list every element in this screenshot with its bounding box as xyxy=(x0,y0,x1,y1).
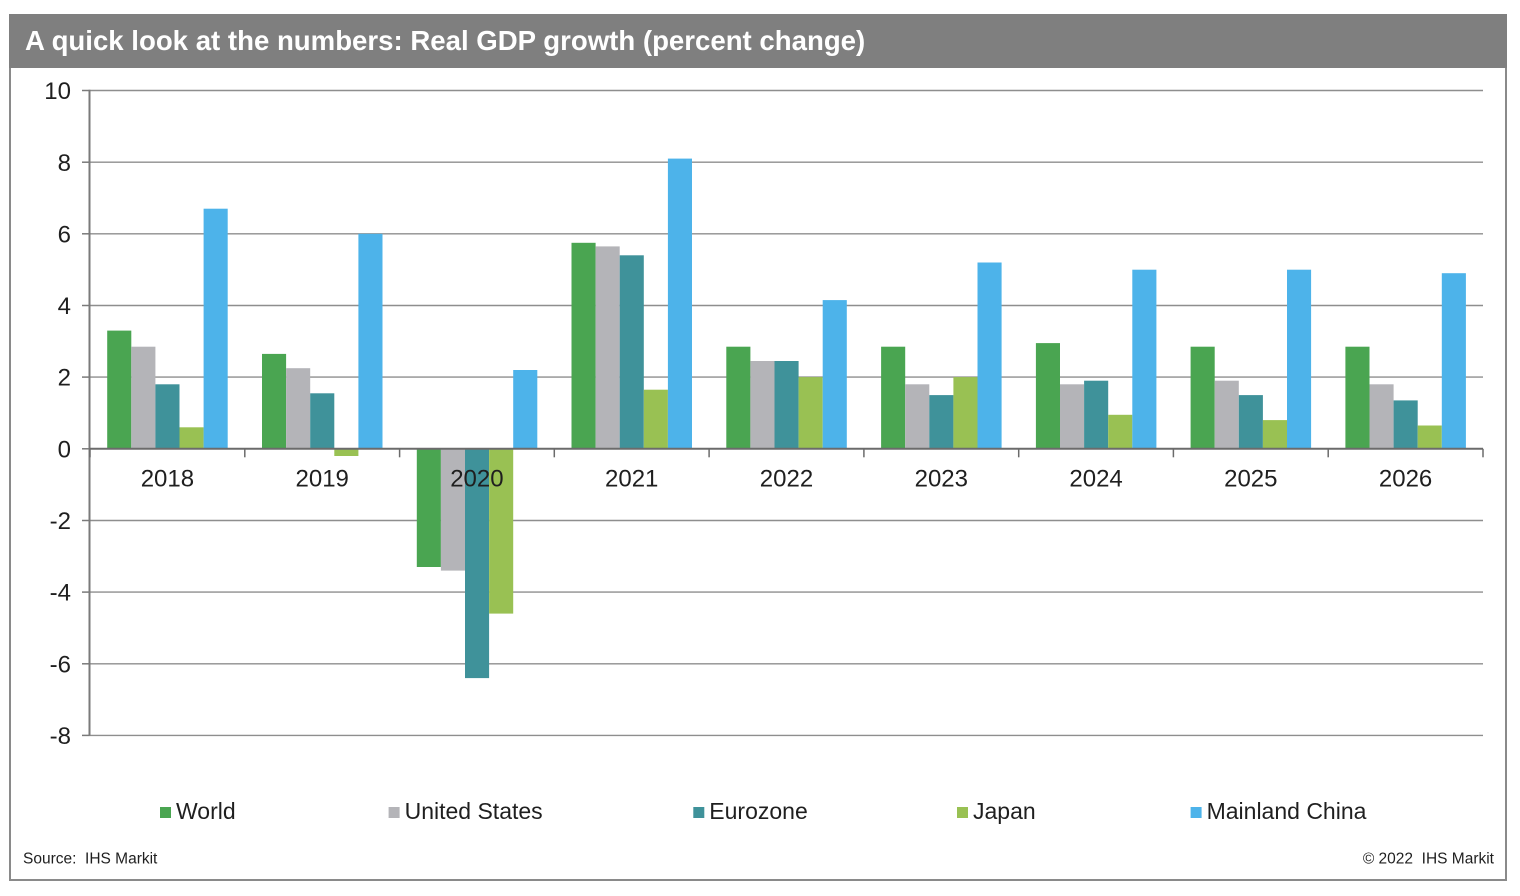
svg-text:-2: -2 xyxy=(50,508,71,535)
svg-text:8: 8 xyxy=(58,150,71,177)
svg-text:2023: 2023 xyxy=(915,466,968,493)
svg-text:Eurozone: Eurozone xyxy=(709,798,807,824)
svg-text:6: 6 xyxy=(58,221,71,248)
svg-text:United States: United States xyxy=(405,798,543,824)
svg-text:2026: 2026 xyxy=(1379,466,1432,493)
svg-text:World: World xyxy=(176,798,236,824)
svg-text:4: 4 xyxy=(58,293,71,320)
svg-text:2025: 2025 xyxy=(1224,466,1277,493)
svg-text:2024: 2024 xyxy=(1069,466,1122,493)
svg-text:Mainland China: Mainland China xyxy=(1207,798,1367,824)
svg-text:A quick look at the numbers: R: A quick look at the numbers: Real GDP gr… xyxy=(25,25,865,56)
svg-text:Source: IHS Markit: Source: IHS Markit xyxy=(23,851,158,868)
svg-text:-8: -8 xyxy=(50,723,71,750)
svg-text:2022: 2022 xyxy=(760,466,813,493)
svg-text:10: 10 xyxy=(44,78,71,105)
svg-text:2: 2 xyxy=(58,365,71,392)
svg-text:© 2022 IHS Markit: © 2022 IHS Markit xyxy=(1363,850,1495,867)
svg-text:2021: 2021 xyxy=(605,466,658,493)
svg-text:Japan: Japan xyxy=(973,798,1036,824)
svg-text:-4: -4 xyxy=(50,580,71,607)
svg-text:2019: 2019 xyxy=(296,466,349,493)
svg-text:2018: 2018 xyxy=(141,466,194,493)
svg-text:-6: -6 xyxy=(50,651,71,678)
svg-text:0: 0 xyxy=(58,436,71,463)
svg-text:2020: 2020 xyxy=(450,466,503,493)
